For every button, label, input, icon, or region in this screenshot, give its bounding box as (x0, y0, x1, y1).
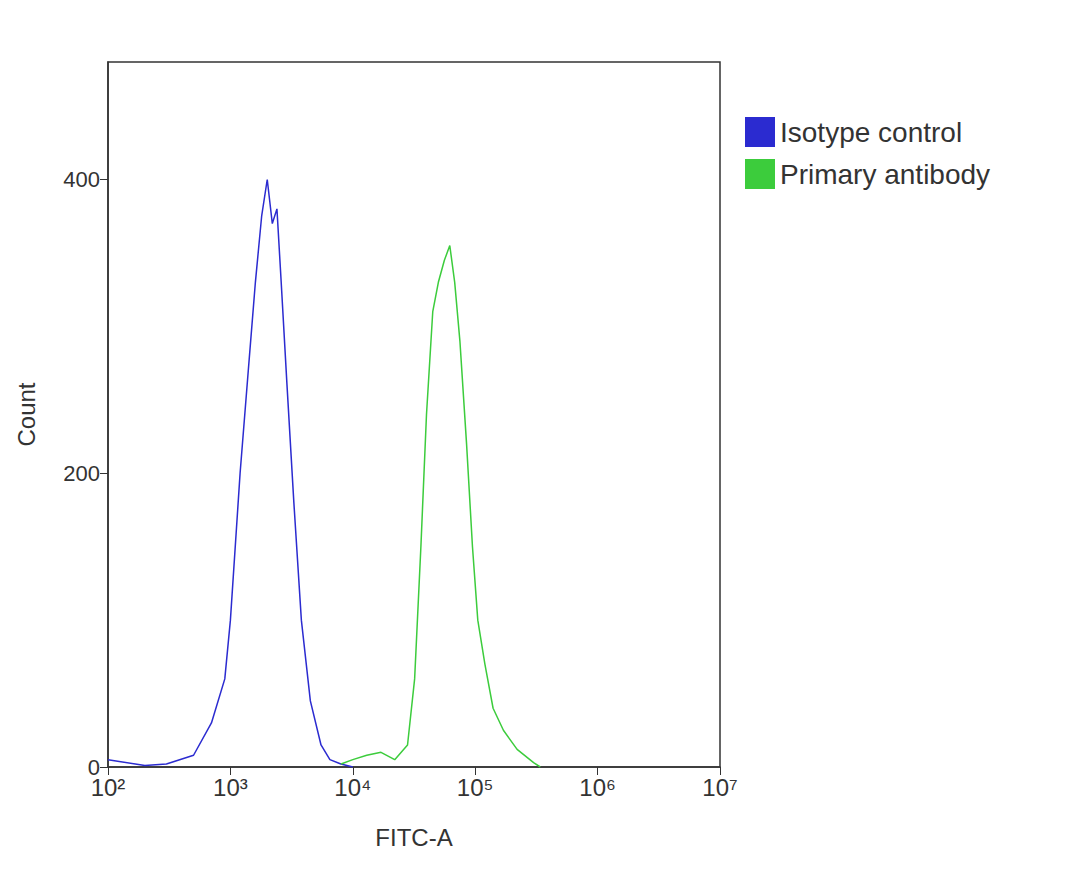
svg-text:400: 400 (63, 167, 100, 192)
svg-text:10²: 10² (91, 774, 126, 801)
svg-text:10⁶: 10⁶ (579, 774, 616, 801)
svg-text:FITC-A: FITC-A (375, 824, 452, 851)
svg-text:10⁴: 10⁴ (334, 774, 371, 801)
svg-text:Primary antibody: Primary antibody (780, 159, 990, 190)
svg-text:Isotype control: Isotype control (780, 117, 962, 148)
svg-text:0: 0 (87, 754, 100, 780)
svg-text:Count: Count (13, 382, 40, 446)
svg-text:10⁵: 10⁵ (457, 774, 494, 801)
svg-text:10³: 10³ (213, 774, 248, 801)
svg-text:200: 200 (63, 461, 100, 486)
svg-text:10⁷: 10⁷ (702, 774, 737, 801)
